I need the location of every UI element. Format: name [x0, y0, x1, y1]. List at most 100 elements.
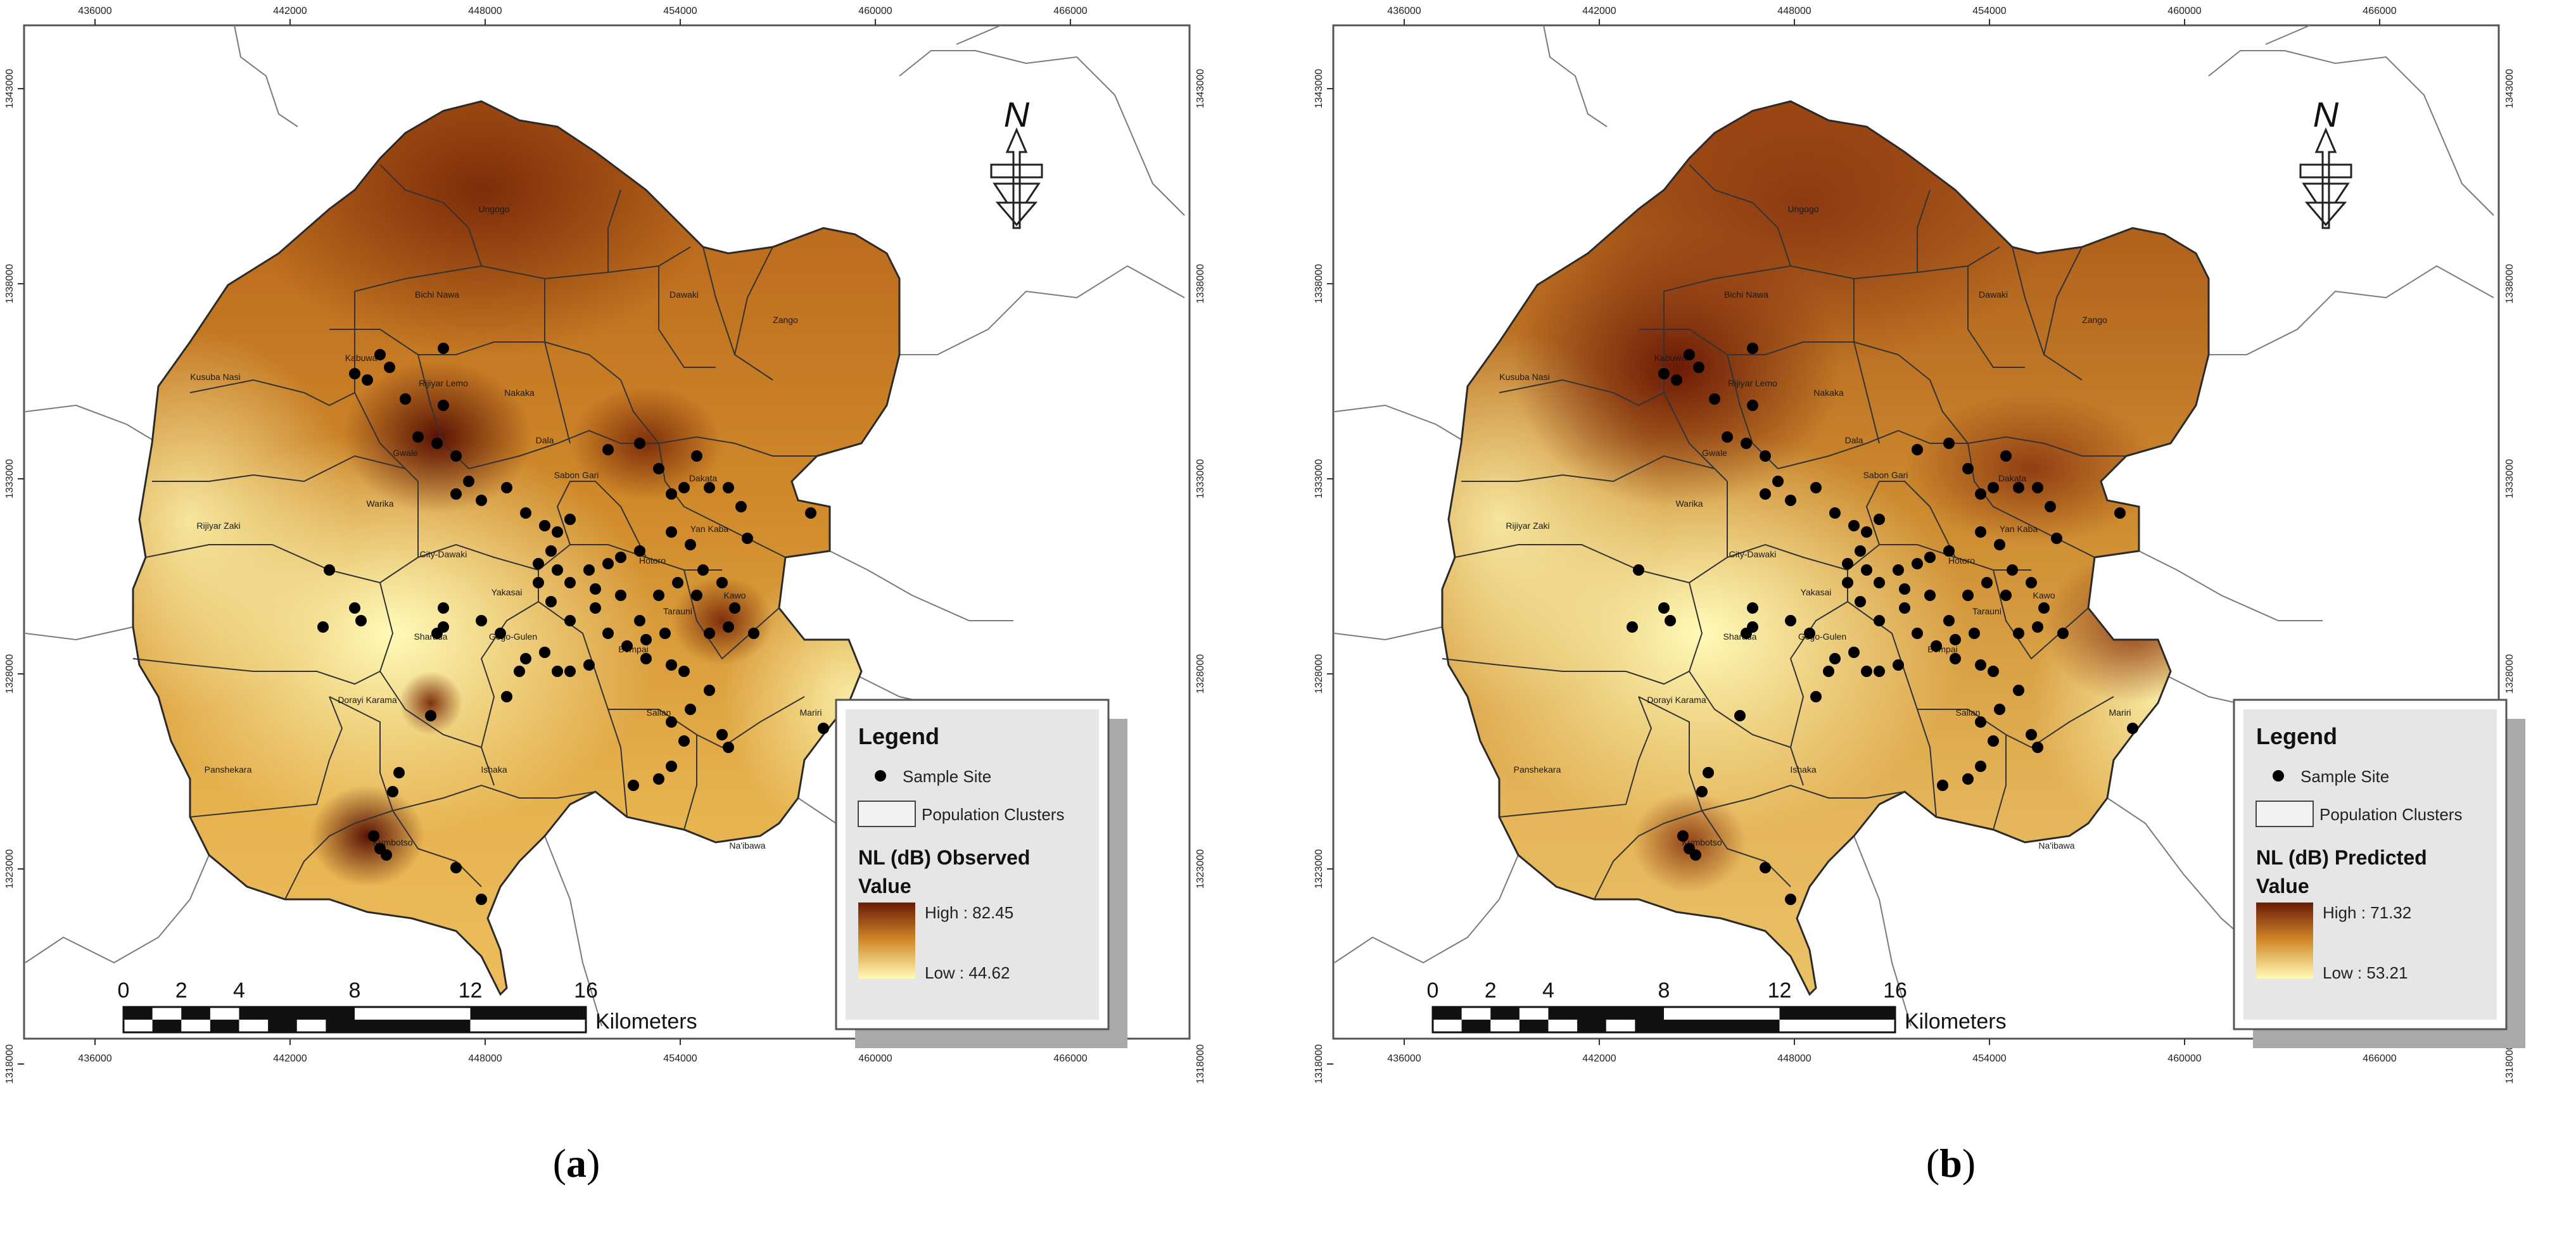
place-label: Panshekara [1514, 764, 1561, 775]
surface-hot-spot [1632, 792, 1746, 893]
sample-site-marker [2114, 507, 2126, 519]
sample-site-marker [463, 476, 474, 487]
x-tick-label-bottom: 466000 [1053, 1053, 1087, 1064]
sample-site-marker [704, 628, 715, 639]
sample-site-marker [362, 374, 373, 386]
sample-site-marker [1988, 666, 1999, 677]
scale-bar-label: 16 [574, 978, 598, 1003]
background-road-line [1334, 626, 1443, 641]
sample-site-marker [704, 685, 715, 696]
population-cluster-boundary [152, 455, 406, 483]
place-label: Nakaka [504, 388, 535, 398]
scale-bar-label: 8 [349, 978, 361, 1003]
study-area-outline [1441, 100, 2210, 996]
sample-site-marker [685, 539, 696, 550]
scale-bar: 0 2 4 8 12 16 Kilometers [1427, 978, 2007, 1034]
sample-site-marker [818, 723, 829, 734]
population-cluster-boundary [538, 601, 628, 818]
place-label: Hotoro [1948, 555, 1975, 566]
x-tick-label-top: 454000 [1972, 6, 2006, 16]
sample-site-marker [2013, 628, 2024, 639]
place-label: Dala [536, 435, 554, 445]
x-tick-label-bottom: 442000 [1582, 1053, 1616, 1064]
sample-site-marker [704, 482, 715, 493]
sample-site-marker [374, 349, 386, 360]
scale-bar-segment [1548, 1007, 1664, 1020]
population-cluster-boundary [1917, 189, 1931, 272]
x-tick-label-bottom: 442000 [273, 1053, 307, 1064]
map-frame-predicted: Ungogo Bichi Nawa Dawaki Zango Kabuwa Kusuba … [1314, 6, 2525, 1084]
population-cluster-boundary [284, 810, 393, 900]
place-label: Rijiyar Zaki [196, 521, 240, 531]
sample-site-marker [1950, 653, 1961, 664]
place-label: Kabuwa [1654, 353, 1687, 363]
sample-site-marker [634, 438, 645, 449]
north-arrow-label: N [2313, 94, 2339, 134]
y-tick-label-right: 1338000 [2504, 264, 2515, 303]
sample-site-marker [716, 577, 728, 588]
legend-color-ramp [858, 902, 915, 978]
place-label: Yan Kaba [2000, 524, 2038, 534]
scale-bar-unit: Kilometers [595, 1010, 697, 1034]
population-cluster-boundary [1790, 747, 1804, 786]
x-tick-label-top: 460000 [858, 6, 892, 16]
sample-site-marker [691, 450, 702, 462]
sample-site-marker [723, 621, 734, 633]
sample-site-marker [539, 520, 550, 531]
population-cluster-boundary [607, 189, 621, 272]
sample-site-marker [425, 710, 436, 721]
place-label: Bichi Nawa [1724, 289, 1768, 300]
legend-sample-site-symbol [2273, 770, 2284, 782]
x-tick-label-top: 466000 [2363, 6, 2396, 16]
sample-site-marker [1855, 545, 1866, 557]
population-cluster-boundary [1689, 543, 1848, 583]
scale-bar-segment [124, 1007, 153, 1020]
sample-site-marker [1943, 438, 1955, 449]
population-cluster-boundary [189, 379, 355, 407]
sample-site-marker [438, 343, 449, 354]
place-label: Dorayi Karama [1647, 695, 1706, 705]
sample-site-marker [602, 628, 614, 639]
population-cluster-boundary [1638, 696, 1791, 887]
caption-b: (b) [1926, 1141, 1976, 1186]
scale-bar-label: 0 [1427, 978, 1439, 1003]
population-cluster-boundary [702, 246, 773, 381]
population-cluster-boundary [1454, 544, 1690, 583]
sample-site-marker [678, 482, 690, 493]
sample-site-marker [666, 659, 677, 671]
place-label: Bichi Nawa [415, 289, 459, 300]
sample-site-marker [1874, 615, 1885, 626]
x-tick-label-bottom: 460000 [858, 1053, 892, 1064]
scale-bar-segment [181, 1007, 210, 1020]
sample-site-marker [533, 558, 544, 569]
background-road-line [1853, 835, 1912, 1027]
sample-site-marker [2000, 450, 2012, 462]
place-label: Ishaka [481, 764, 507, 775]
sample-site-marker [672, 577, 683, 588]
sample-site-marker [1671, 374, 1682, 386]
legend-cluster-symbol [2256, 801, 2314, 827]
place-label: Sabon Gari [1863, 470, 1908, 480]
legend-low-value: Low : 53.21 [2323, 963, 2408, 982]
place-label: Dala [1845, 435, 1863, 445]
place-label: Mariri [2109, 707, 2131, 718]
surface-hot-spot [1905, 393, 2158, 545]
population-cluster-boundary [481, 747, 495, 786]
background-road-line [1543, 25, 1608, 127]
sample-site-marker [450, 450, 462, 462]
sample-site-marker [1855, 596, 1866, 607]
sample-site-marker [368, 830, 379, 842]
sample-site-marker [1690, 849, 1701, 861]
y-tick-label-right: 1338000 [1195, 264, 1206, 303]
sample-site-marker [1760, 862, 1771, 873]
scale-bar-label: 2 [175, 978, 187, 1003]
sample-site-marker [615, 552, 626, 563]
sample-site-marker [412, 431, 424, 443]
place-label: Dawaki [1979, 289, 2008, 300]
y-tick-label-right: 1318000 [2504, 1044, 2515, 1084]
sample-site-marker [1962, 773, 1974, 785]
sample-site-marker [666, 526, 677, 538]
scale-bar-segment [210, 1020, 239, 1032]
background-road-line [544, 835, 602, 1027]
y-tick-label-left: 1318000 [4, 1044, 15, 1084]
